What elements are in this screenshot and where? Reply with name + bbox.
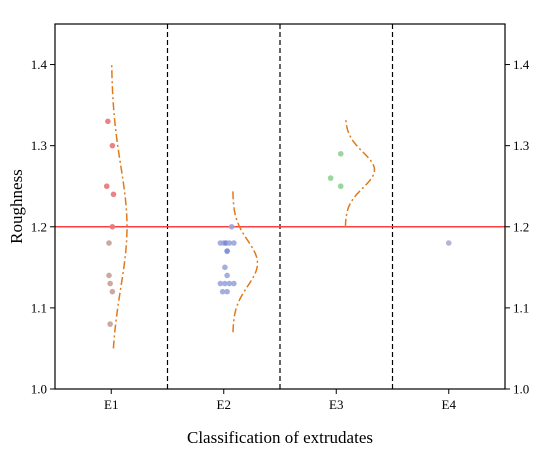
- data-point-e2: [228, 223, 235, 230]
- axes: 1.0 1.0 1.1 1.1 1.2 1.2 1.3 1.3 1.4 1.4 E1 E2 E3 E4: [31, 23, 530, 412]
- density-curve-e2: [232, 190, 259, 333]
- category-separators: [166, 24, 394, 389]
- y-tick-label-right: 1.0: [513, 382, 529, 397]
- data-point-e2: [217, 280, 224, 287]
- data-point-e2: [224, 272, 230, 279]
- data-point-e1: [109, 142, 116, 149]
- data-point-e1: [109, 288, 116, 295]
- x-tick-label-e2: E2: [217, 397, 231, 412]
- data-point-e1: [103, 183, 110, 190]
- y-tick-label-left: 1.2: [31, 219, 47, 234]
- y-axis-title: Roughness: [7, 169, 26, 244]
- density-curve-e3: [344, 117, 376, 227]
- data-point-e1: [110, 191, 117, 198]
- x-tick-label-e3: E3: [329, 397, 343, 412]
- plot-frame: [54, 23, 506, 390]
- y-tick-label-left: 1.3: [31, 138, 47, 153]
- y-tick-label-left: 1.0: [31, 382, 47, 397]
- data-point-e2: [224, 288, 230, 295]
- y-tick-label-right: 1.3: [513, 138, 529, 153]
- data-point-e1: [107, 321, 113, 327]
- data-point-e2: [222, 280, 228, 287]
- y-tick-label-right: 1.2: [513, 219, 529, 234]
- data-point-e2: [219, 288, 226, 295]
- y-tick-label-right: 1.1: [513, 300, 529, 315]
- y-tick-label-left: 1.1: [31, 300, 47, 315]
- y-tick-label-right: 1.4: [513, 57, 530, 72]
- data-point-e1: [106, 240, 112, 246]
- data-point-e3: [327, 175, 334, 181]
- x-axis-title: Classification of extrudates: [187, 428, 373, 447]
- data-point-e3: [337, 150, 344, 157]
- data-point-e4: [445, 240, 452, 246]
- density-curve-e1: [110, 64, 128, 349]
- data-point-e2: [222, 264, 228, 271]
- data-point-e3: [337, 183, 344, 190]
- data-point-e1: [105, 118, 111, 125]
- data-point-e1: [107, 280, 113, 287]
- data-point-e2: [231, 280, 237, 287]
- data-point-e2: [231, 240, 237, 246]
- data-points: [103, 118, 452, 327]
- data-point-e1: [106, 272, 112, 279]
- data-point-e2: [224, 248, 230, 254]
- data-point-e2: [226, 240, 233, 246]
- data-point-e1: [109, 223, 116, 230]
- x-tick-label-e4: E4: [442, 397, 457, 412]
- density-curves: [110, 64, 376, 349]
- y-tick-label-left: 1.4: [31, 57, 48, 72]
- x-tick-label-e1: E1: [104, 397, 118, 412]
- data-point-e2: [226, 280, 233, 287]
